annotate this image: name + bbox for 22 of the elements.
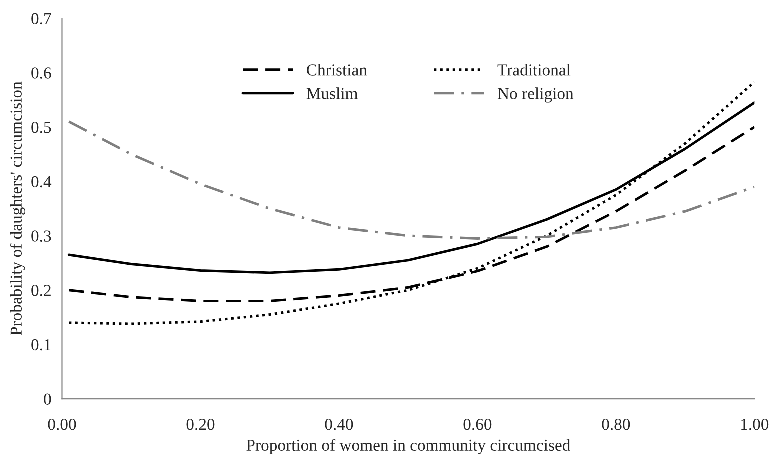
- x-tick-label: 1.00: [742, 418, 769, 430]
- y-tick-label: 0.2: [32, 285, 51, 296]
- legend-label: Traditional: [498, 64, 571, 76]
- y-tick-label: 0.4: [32, 176, 52, 188]
- x-tick-label: 0.80: [602, 418, 630, 430]
- y-tick-label: 0.3: [32, 230, 52, 242]
- y-tick-label: 0.1: [32, 339, 51, 351]
- y-tick-label: 0.5: [32, 122, 52, 134]
- y-tick-label: 0.7: [32, 13, 52, 25]
- legend-label: Christian: [307, 64, 368, 76]
- y-axis-title: Probability of daughters' circumcision: [10, 82, 26, 336]
- x-tick-label: 0.60: [464, 418, 492, 430]
- x-tick-label: 0.00: [48, 418, 76, 430]
- y-tick-label: 0.6: [32, 68, 52, 79]
- legend-label: No religion: [498, 88, 574, 103]
- x-axis-title: Proportion of women in community circumcised: [246, 439, 570, 454]
- line-series: [68, 120, 755, 240]
- x-tick-label: 0.20: [186, 418, 215, 430]
- x-tick-label: 0.40: [325, 418, 354, 430]
- line-series: [68, 80, 755, 326]
- legend-label: Muslim: [306, 88, 358, 100]
- y-tick-label: 0: [44, 394, 52, 405]
